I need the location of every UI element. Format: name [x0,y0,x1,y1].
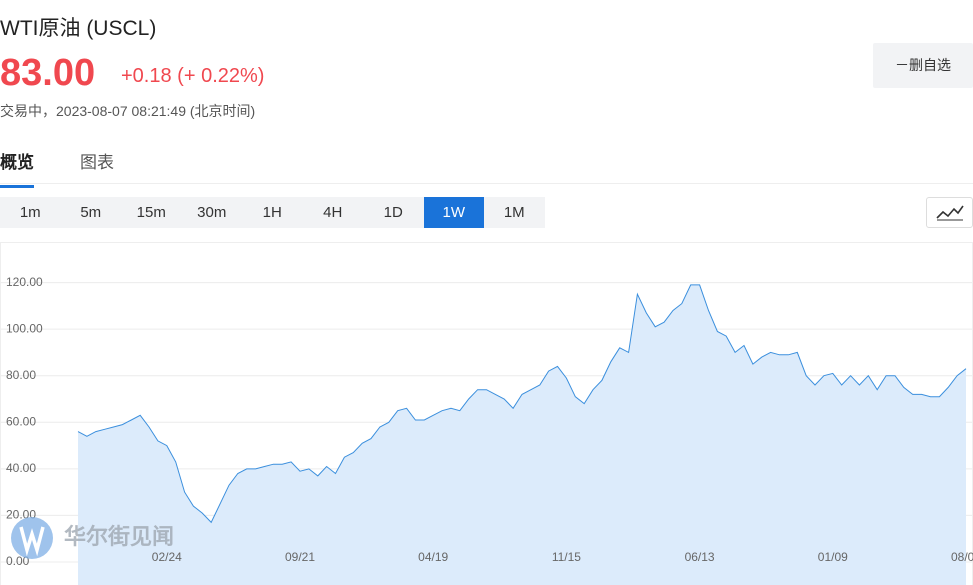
area-fill [78,284,966,585]
interval-button[interactable]: 5m [80,204,102,221]
x-tick-label: 08/07 [951,550,973,564]
y-tick-label: 100.00 [6,321,43,335]
interval-button[interactable]: 1M [503,204,525,221]
interval-bar: 1m 5m 15m 30m 1H 4H 1D 1W 1M [0,197,545,228]
watchlist-button[interactable]: －删自选 [873,43,973,88]
y-tick-label: 60.00 [6,414,36,428]
x-tick-label: 04/19 [418,550,448,564]
interval-button[interactable]: 1W [423,197,484,228]
trading-status: 交易中，2023-08-07 08:21:49 (北京时间) [0,103,256,119]
x-tick-label: 11/15 [552,550,581,564]
interval-button[interactable]: 1H [262,204,282,221]
chart-type-toggle[interactable] [926,197,973,228]
x-tick-label: 01/09 [818,550,848,564]
interval-button[interactable]: 1D [383,204,403,221]
interval-button[interactable]: 4H [323,204,343,221]
watermark-logo-mark [19,526,45,557]
interval-button[interactable]: 1m [19,204,41,221]
y-tick-label: 40.00 [6,461,36,475]
watermark [11,517,53,559]
x-tick-label: 02/24 [152,550,182,564]
instrument-title: WTI原油 (USCL) [0,17,157,40]
chart: 0.0020.0040.0060.0080.00100.00120.0002/2… [0,242,973,585]
change-value: +0.18 [121,65,172,87]
tab-bar: 概览 图表 [0,138,973,188]
price-line [77,284,967,524]
change-percent: (+ 0.22%) [177,65,265,87]
x-tick-label: 09/21 [285,550,315,564]
tab[interactable]: 概览 [0,148,34,188]
interval-button[interactable]: 15m [136,204,166,221]
price-change: +0.18 (+ 0.22%) [121,65,264,88]
price: 83.00 [0,52,96,94]
watermark-text: 华尔街见闻 [64,524,174,550]
y-tick-label: 120.00 [6,275,43,289]
y-tick-label: 80.00 [6,368,36,382]
tab[interactable]: 图表 [80,153,114,172]
x-tick-label: 06/13 [685,550,715,564]
y-tick-label: 0.00 [6,554,30,568]
toggle-icon [936,205,964,221]
interval-button[interactable]: 30m [197,204,227,221]
